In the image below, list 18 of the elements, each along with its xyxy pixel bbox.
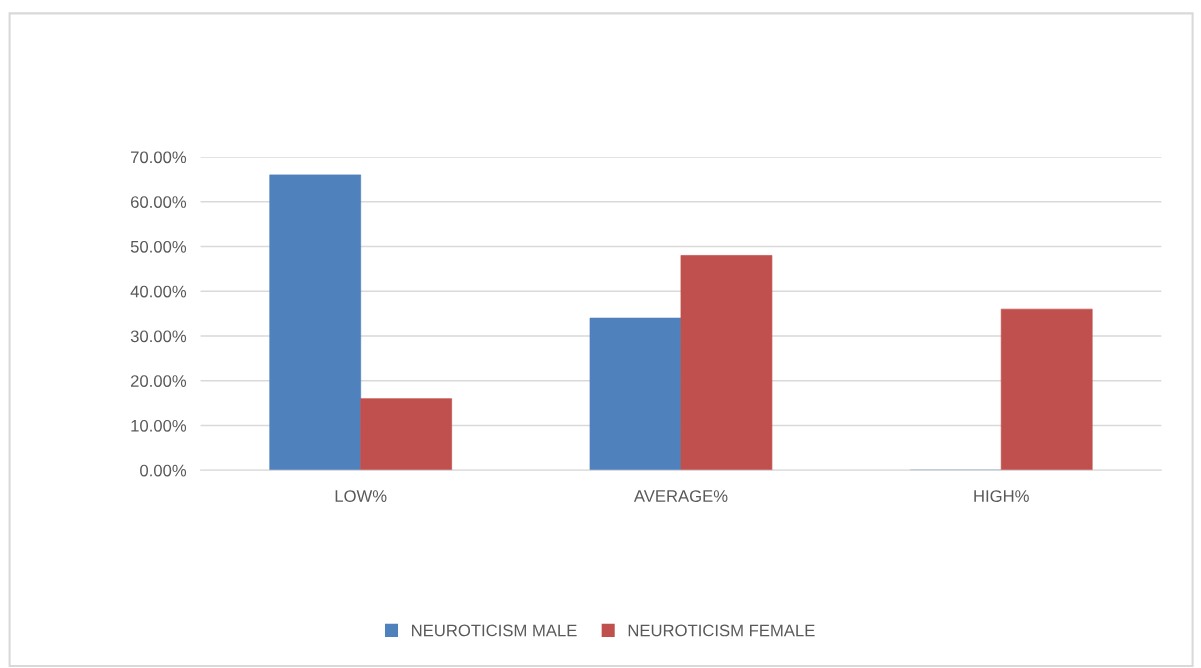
x-tick-label: AVERAGE% bbox=[633, 490, 728, 502]
legend-label: NEUROTICISM FEMALE bbox=[628, 624, 815, 637]
y-tick-label: 60.00% bbox=[131, 196, 187, 208]
y-tick-label: 40.00% bbox=[130, 285, 187, 298]
bar bbox=[1000, 308, 1093, 471]
y-tick-label: 70.00% bbox=[131, 151, 187, 164]
y-tick-label: 10.00% bbox=[131, 419, 187, 432]
legend-label: NEUROTICISM MALE bbox=[412, 624, 577, 637]
y-tick-label: 50.00% bbox=[130, 240, 187, 253]
x-tick-label: LOW% bbox=[335, 490, 387, 502]
bar bbox=[589, 317, 682, 471]
bar bbox=[360, 398, 453, 471]
x-tick-label: HIGH% bbox=[974, 490, 1029, 502]
bar bbox=[269, 174, 362, 471]
y-tick-label: 20.00% bbox=[130, 375, 187, 387]
y-tick-label: 0.00% bbox=[140, 464, 187, 477]
bar bbox=[680, 255, 773, 471]
y-tick-label: 30.00% bbox=[130, 330, 187, 343]
